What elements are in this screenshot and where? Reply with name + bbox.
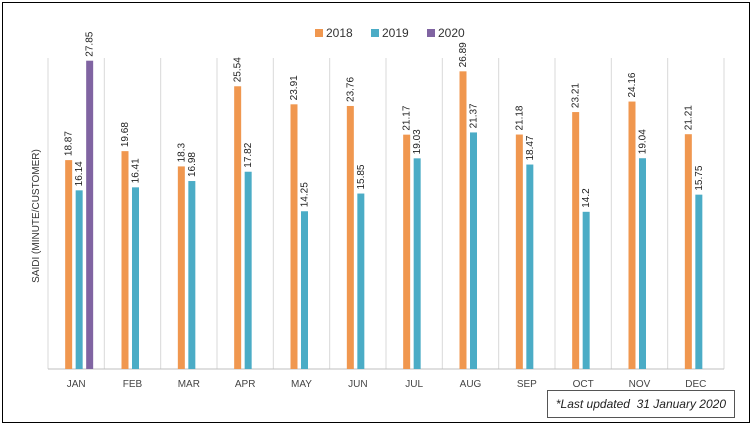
- legend-swatch-2018: [315, 29, 323, 37]
- bar-2019: [301, 211, 308, 369]
- bar-2018: [628, 101, 636, 369]
- bar-2019: [413, 158, 421, 369]
- saidi-chart: SAIDI (MINUTE/CUSTOMER) JAN FEB MAR APR MAY JU…: [31, 26, 725, 390]
- bar-2018: [346, 105, 354, 369]
- data-label: 18.47: [525, 135, 536, 160]
- data-label: 26.89: [458, 42, 469, 67]
- legend-swatch-2020: [427, 29, 435, 37]
- data-label: 23.21: [571, 83, 582, 108]
- bar-2020: [86, 60, 94, 369]
- x-tick-label: FEB: [123, 379, 143, 390]
- data-label: 21.37: [469, 103, 480, 128]
- legend-label-2019: 2019: [382, 26, 409, 40]
- data-label: 25.54: [233, 57, 244, 82]
- bar-2018: [65, 160, 73, 369]
- legend-swatch-2019: [371, 29, 379, 37]
- x-tick-label: DEC: [685, 379, 706, 390]
- data-label: 19.04: [638, 129, 649, 154]
- x-tick-label: MAR: [178, 379, 200, 390]
- bar-2018: [572, 112, 580, 369]
- last-updated-note: *Last updated 31 January 2020: [546, 390, 735, 418]
- data-label: 23.76: [345, 77, 356, 102]
- x-tick-label: APR: [235, 379, 256, 390]
- x-tick-label: JAN: [67, 379, 86, 390]
- data-label: 14.25: [300, 182, 311, 207]
- x-tick-label: NOV: [629, 379, 651, 390]
- data-label: 16.14: [74, 161, 85, 186]
- bar-2018: [177, 166, 185, 369]
- legend-label-2020: 2020: [438, 26, 465, 40]
- bar-2019: [357, 193, 365, 369]
- bar-2019: [75, 190, 83, 369]
- x-tick-label: JUL: [405, 379, 423, 390]
- bar-2019: [639, 158, 646, 369]
- data-label: 21.17: [402, 105, 413, 130]
- data-label: 15.75: [694, 165, 705, 190]
- bar-2019: [695, 194, 703, 369]
- data-label: 18.87: [64, 131, 75, 156]
- bar-2019: [244, 171, 252, 369]
- bar-2018: [290, 104, 298, 370]
- x-tick-label: MAY: [291, 379, 312, 390]
- bar-2018: [684, 134, 692, 369]
- legend-label-2018: 2018: [326, 26, 353, 40]
- data-label: 15.85: [356, 164, 367, 189]
- bar-2018: [459, 71, 467, 369]
- y-axis-label: SAIDI (MINUTE/CUSTOMER): [31, 149, 42, 283]
- data-label: 21.18: [514, 105, 525, 130]
- x-tick-label: JUN: [348, 379, 367, 390]
- data-label: 16.98: [187, 152, 198, 177]
- data-label: 19.03: [412, 129, 423, 154]
- bar-2019: [470, 132, 477, 369]
- bar-2018: [234, 86, 242, 369]
- x-tick-label: SEP: [517, 379, 537, 390]
- bar-2019: [132, 187, 139, 369]
- data-label: 19.68: [120, 122, 131, 147]
- data-label: 24.16: [627, 72, 638, 97]
- x-tick-label: OCT: [573, 379, 594, 390]
- x-tick-label: AUG: [460, 379, 482, 390]
- data-label: 17.82: [243, 142, 254, 167]
- bar-2018: [121, 151, 129, 369]
- bar-2019: [188, 181, 196, 369]
- bar-2019: [526, 164, 534, 369]
- bar-2019: [582, 211, 590, 369]
- data-label: 16.41: [131, 158, 142, 183]
- data-label: 18.3: [176, 143, 187, 163]
- data-label: 27.85: [85, 31, 96, 56]
- data-label: 14.2: [581, 188, 592, 208]
- bar-2018: [515, 134, 523, 369]
- data-label: 23.91: [289, 75, 300, 100]
- bar-2018: [403, 134, 411, 369]
- data-label: 21.21: [683, 105, 694, 130]
